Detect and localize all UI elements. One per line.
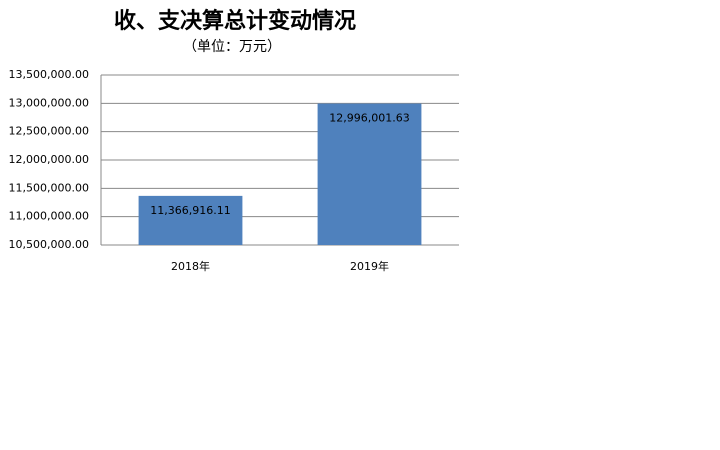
x-tick-label: 2019年 — [350, 259, 389, 273]
value-label: 12,996,001.63 — [329, 112, 409, 125]
y-tick-label: 13,000,000.00 — [9, 96, 89, 109]
chart-subtitle: （单位：万元） — [183, 39, 281, 55]
bar — [138, 195, 243, 245]
bar — [317, 103, 422, 245]
x-tick-label: 2018年 — [171, 259, 210, 273]
y-tick-label: 10,500,000.00 — [9, 238, 89, 251]
y-tick-label: 12,500,000.00 — [9, 125, 89, 138]
value-label: 11,366,916.11 — [150, 204, 230, 217]
y-tick-label: 12,000,000.00 — [9, 153, 89, 166]
y-tick-label: 13,500,000.00 — [9, 68, 89, 81]
y-tick-label: 11,000,000.00 — [9, 210, 89, 223]
y-tick-label: 11,500,000.00 — [9, 181, 89, 194]
chart-title: 收、支决算总计变动情况 — [114, 8, 356, 34]
